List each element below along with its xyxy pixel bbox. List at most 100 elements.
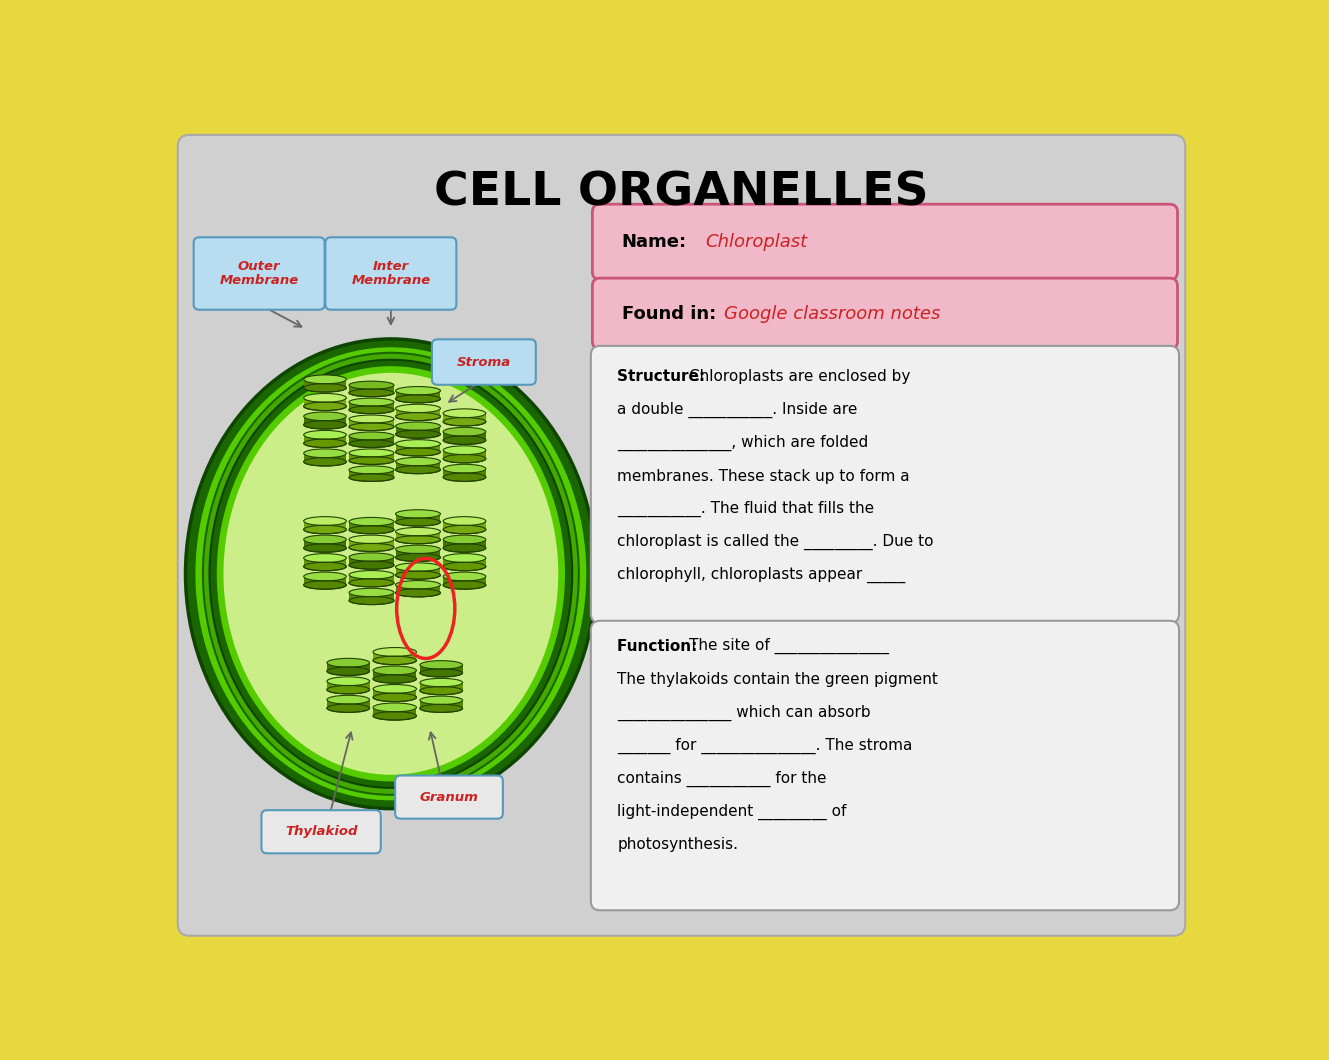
FancyBboxPatch shape bbox=[327, 700, 369, 708]
Ellipse shape bbox=[443, 562, 486, 570]
Text: Chloroplasts are enclosed by: Chloroplasts are enclosed by bbox=[690, 369, 910, 384]
FancyBboxPatch shape bbox=[178, 135, 1185, 936]
Ellipse shape bbox=[443, 581, 486, 589]
FancyBboxPatch shape bbox=[327, 682, 369, 690]
Ellipse shape bbox=[420, 660, 462, 669]
Ellipse shape bbox=[396, 535, 440, 544]
Text: Stroma: Stroma bbox=[457, 355, 510, 369]
FancyBboxPatch shape bbox=[396, 444, 440, 452]
Ellipse shape bbox=[350, 517, 393, 526]
FancyBboxPatch shape bbox=[350, 593, 393, 601]
Ellipse shape bbox=[304, 553, 347, 563]
Ellipse shape bbox=[203, 353, 579, 795]
Ellipse shape bbox=[396, 387, 440, 395]
FancyBboxPatch shape bbox=[396, 514, 440, 522]
Ellipse shape bbox=[350, 588, 393, 597]
Ellipse shape bbox=[304, 458, 347, 466]
Ellipse shape bbox=[396, 422, 440, 430]
Ellipse shape bbox=[396, 563, 440, 571]
Ellipse shape bbox=[396, 581, 440, 589]
FancyBboxPatch shape bbox=[443, 540, 486, 548]
Text: Chloroplast: Chloroplast bbox=[704, 233, 807, 251]
FancyBboxPatch shape bbox=[350, 540, 393, 547]
Ellipse shape bbox=[304, 393, 347, 402]
Ellipse shape bbox=[443, 516, 486, 526]
Ellipse shape bbox=[304, 516, 347, 526]
FancyBboxPatch shape bbox=[304, 540, 347, 548]
Ellipse shape bbox=[327, 667, 369, 675]
Ellipse shape bbox=[373, 711, 416, 720]
FancyBboxPatch shape bbox=[443, 450, 486, 459]
Ellipse shape bbox=[420, 704, 462, 712]
FancyBboxPatch shape bbox=[350, 402, 393, 410]
Ellipse shape bbox=[304, 572, 347, 581]
Ellipse shape bbox=[350, 553, 393, 561]
Ellipse shape bbox=[443, 553, 486, 563]
FancyBboxPatch shape bbox=[350, 419, 393, 427]
Ellipse shape bbox=[443, 544, 486, 552]
Ellipse shape bbox=[443, 418, 486, 426]
FancyBboxPatch shape bbox=[373, 689, 416, 697]
Ellipse shape bbox=[396, 528, 440, 536]
Ellipse shape bbox=[304, 439, 347, 447]
Ellipse shape bbox=[396, 448, 440, 456]
Text: The site of _______________: The site of _______________ bbox=[690, 638, 889, 654]
Text: chloroplast is called the _________. Due to: chloroplast is called the _________. Due… bbox=[617, 534, 934, 550]
FancyBboxPatch shape bbox=[373, 707, 416, 716]
Ellipse shape bbox=[327, 695, 369, 704]
Ellipse shape bbox=[420, 687, 462, 694]
Ellipse shape bbox=[396, 394, 440, 403]
Ellipse shape bbox=[443, 473, 486, 481]
Ellipse shape bbox=[304, 421, 347, 429]
Text: _______ for _______________. The stroma: _______ for _______________. The stroma bbox=[617, 738, 913, 754]
FancyBboxPatch shape bbox=[396, 426, 440, 435]
Ellipse shape bbox=[350, 474, 393, 481]
Ellipse shape bbox=[443, 572, 486, 581]
Ellipse shape bbox=[396, 518, 440, 526]
FancyBboxPatch shape bbox=[304, 379, 347, 388]
FancyBboxPatch shape bbox=[591, 621, 1179, 911]
FancyBboxPatch shape bbox=[304, 435, 347, 443]
Ellipse shape bbox=[304, 526, 347, 534]
Ellipse shape bbox=[443, 427, 486, 436]
FancyBboxPatch shape bbox=[350, 575, 393, 583]
Ellipse shape bbox=[350, 535, 393, 544]
Text: Structure:: Structure: bbox=[617, 369, 711, 384]
Ellipse shape bbox=[350, 432, 393, 440]
Ellipse shape bbox=[223, 373, 558, 775]
FancyBboxPatch shape bbox=[350, 558, 393, 565]
FancyBboxPatch shape bbox=[443, 413, 486, 422]
Ellipse shape bbox=[304, 412, 347, 421]
Text: The thylakoids contain the green pigment: The thylakoids contain the green pigment bbox=[617, 672, 938, 687]
Text: Found in:: Found in: bbox=[622, 304, 716, 322]
Ellipse shape bbox=[373, 656, 416, 665]
Text: Name:: Name: bbox=[622, 233, 687, 251]
FancyBboxPatch shape bbox=[350, 436, 393, 444]
Ellipse shape bbox=[350, 570, 393, 579]
Text: contains ___________ for the: contains ___________ for the bbox=[617, 771, 827, 787]
Ellipse shape bbox=[420, 678, 462, 687]
FancyBboxPatch shape bbox=[350, 453, 393, 461]
Ellipse shape bbox=[210, 359, 573, 788]
Ellipse shape bbox=[215, 365, 566, 782]
Ellipse shape bbox=[304, 544, 347, 552]
Ellipse shape bbox=[304, 581, 347, 589]
Ellipse shape bbox=[350, 579, 393, 587]
FancyBboxPatch shape bbox=[420, 701, 462, 708]
FancyBboxPatch shape bbox=[396, 391, 440, 399]
Ellipse shape bbox=[350, 440, 393, 447]
Ellipse shape bbox=[350, 561, 393, 569]
Ellipse shape bbox=[373, 693, 416, 702]
Ellipse shape bbox=[350, 448, 393, 457]
Text: CELL ORGANELLES: CELL ORGANELLES bbox=[435, 171, 929, 215]
Ellipse shape bbox=[304, 384, 347, 392]
FancyBboxPatch shape bbox=[591, 346, 1179, 623]
Ellipse shape bbox=[373, 648, 416, 656]
Ellipse shape bbox=[396, 457, 440, 465]
Ellipse shape bbox=[420, 696, 462, 705]
Text: Granum: Granum bbox=[420, 791, 478, 803]
Ellipse shape bbox=[304, 375, 347, 384]
Ellipse shape bbox=[304, 535, 347, 544]
Text: Outer
Membrane: Outer Membrane bbox=[219, 260, 299, 287]
Ellipse shape bbox=[350, 382, 393, 389]
